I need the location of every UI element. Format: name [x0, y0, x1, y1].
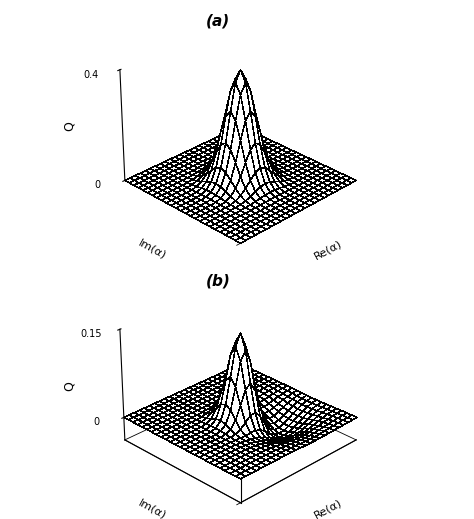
Y-axis label: Im(α): Im(α) — [137, 498, 168, 519]
Text: (a): (a) — [206, 14, 230, 29]
Y-axis label: Im(α): Im(α) — [137, 238, 168, 261]
Text: (b): (b) — [206, 274, 231, 289]
X-axis label: Re(α): Re(α) — [313, 498, 344, 519]
X-axis label: Re(α): Re(α) — [313, 238, 344, 261]
